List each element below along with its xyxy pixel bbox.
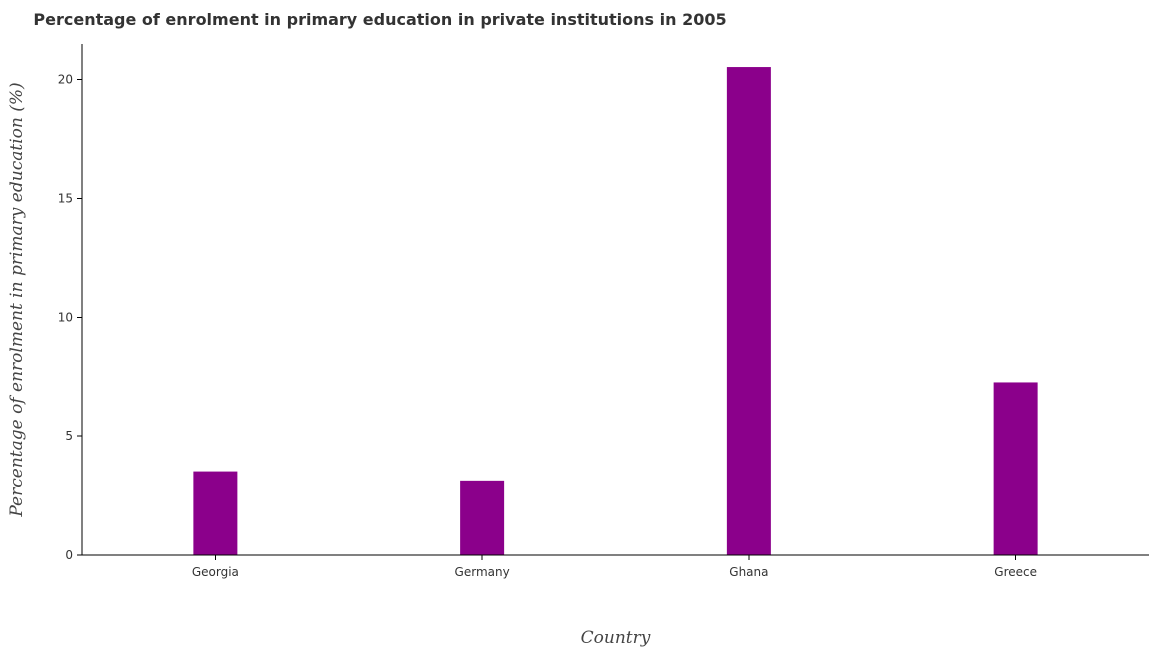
x-tick-label: Germany xyxy=(455,565,510,579)
bar-ghana xyxy=(726,67,771,556)
y-axis-label: Percentage of enrolment in primary educa… xyxy=(7,82,27,517)
x-axis-ticks: Georgia Germany Ghana Greece xyxy=(192,555,1037,579)
bar-germany xyxy=(460,480,505,555)
x-axis-label: Country xyxy=(581,628,651,648)
y-tick-label: 15 xyxy=(58,191,73,205)
x-tick-label: Ghana xyxy=(729,565,768,579)
x-tick-label: Georgia xyxy=(192,565,239,579)
y-axis-ticks: 0 5 10 15 20 xyxy=(58,73,82,562)
chart-title: Percentage of enrolment in primary educa… xyxy=(33,10,726,29)
plot-area xyxy=(193,67,1038,556)
x-tick-label: Greece xyxy=(994,565,1037,579)
bar-georgia xyxy=(193,471,238,555)
y-tick-label: 0 xyxy=(65,548,73,562)
y-tick-label: 5 xyxy=(65,429,73,443)
y-tick-label: 20 xyxy=(58,73,73,87)
bar-greece xyxy=(993,382,1038,555)
y-tick-label: 10 xyxy=(58,310,73,324)
